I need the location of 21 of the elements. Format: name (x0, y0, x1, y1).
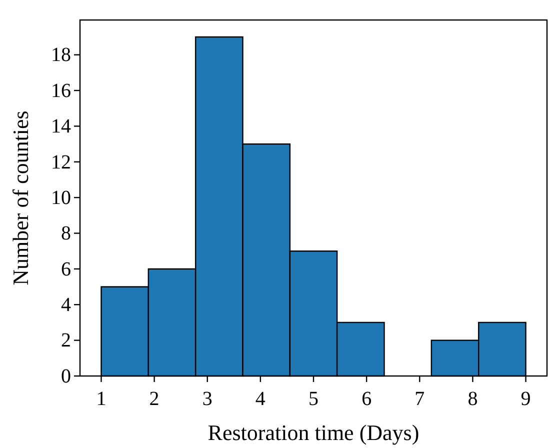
x-tick-label: 4 (255, 388, 266, 410)
y-tick-label: 4 (61, 294, 71, 316)
x-tick-label: 1 (96, 388, 106, 410)
y-tick-label: 2 (61, 330, 71, 352)
y-tick-label: 10 (51, 186, 71, 209)
y-tick-label: 18 (51, 44, 71, 66)
x-tick-label: 8 (468, 388, 478, 410)
x-tick-label: 7 (414, 388, 425, 410)
y-tick-label: 6 (61, 258, 71, 280)
y-tick-label: 12 (51, 151, 71, 174)
x-tick-label: 2 (149, 388, 160, 410)
y-tick-label: 16 (51, 80, 71, 102)
x-tick-label: 6 (362, 388, 372, 410)
x-tick-label: 9 (520, 388, 531, 410)
x-tick-label: 5 (308, 388, 318, 410)
y-tick-label: 0 (61, 365, 71, 388)
x-axis-title: Restoration time (Days) (208, 420, 420, 445)
x-tick-label: 3 (202, 388, 212, 410)
y-tick-label: 14 (51, 116, 71, 138)
y-axis-title: Number of counties (8, 110, 33, 286)
y-tick-label: 8 (61, 222, 71, 245)
